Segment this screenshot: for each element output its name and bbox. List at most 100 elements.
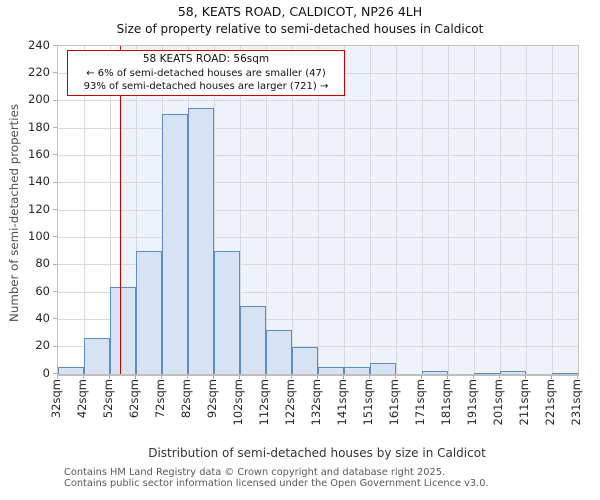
x-tick-label: 181sqm: [439, 379, 453, 426]
x-tick-label: 151sqm: [361, 379, 375, 426]
x-tick-mark: [161, 375, 162, 379]
x-tick-label: 92sqm: [205, 379, 219, 419]
property-size-marker-line: [119, 46, 122, 374]
histogram-bar: [266, 330, 292, 374]
x-gridline: [213, 46, 215, 374]
y-tick-label: 240: [28, 37, 50, 52]
x-axis-title: Distribution of semi-detached houses by …: [148, 446, 486, 460]
y-tick-mark: [53, 263, 57, 265]
y-tick-label: 160: [28, 146, 50, 161]
y-tick-mark: [53, 318, 57, 320]
histogram-bar: [370, 363, 396, 374]
x-tick-label: 52sqm: [101, 379, 115, 419]
x-tick-label: 171sqm: [413, 379, 427, 426]
histogram-bar: [110, 286, 136, 374]
histogram-bar: [474, 372, 500, 374]
x-gridline: [109, 46, 111, 374]
y-tick-label: 100: [28, 228, 50, 243]
histogram-bar: [214, 251, 240, 374]
histogram-bar: [136, 251, 162, 374]
histogram-bar: [292, 346, 318, 374]
annotation-smaller-stat: ← 6% of semi-detached houses are smaller…: [86, 67, 326, 79]
histogram-bar: [84, 338, 110, 374]
x-gridline: [265, 46, 267, 374]
annotation-box: 58 KEATS ROAD: 56sqm ← 6% of semi-detach…: [67, 50, 345, 96]
y-tick-label: 40: [35, 310, 50, 325]
x-gridline: [395, 46, 397, 374]
x-tick-mark: [551, 375, 552, 379]
x-tick-label: 191sqm: [465, 379, 479, 426]
x-tick-mark: [109, 375, 110, 379]
x-tick-label: 82sqm: [179, 379, 193, 419]
x-tick-label: 132sqm: [309, 379, 323, 426]
histogram-bar: [500, 371, 526, 374]
chart-subtitle: Size of property relative to semi-detach…: [116, 22, 484, 36]
x-tick-label: 72sqm: [153, 379, 167, 419]
footer-land-registry-notice: Contains HM Land Registry data © Crown c…: [64, 467, 446, 478]
x-gridline: [343, 46, 345, 374]
annotation-larger-stat: 93% of semi-detached houses are larger (…: [83, 81, 329, 92]
footer-open-government-licence-notice: Contains public sector information licen…: [64, 478, 489, 489]
histogram-bar: [58, 367, 84, 374]
x-tick-mark: [369, 375, 370, 379]
x-tick-label: 42sqm: [75, 379, 89, 419]
x-tick-mark: [343, 375, 344, 379]
x-tick-label: 112sqm: [257, 379, 271, 426]
histogram-bar: [162, 114, 188, 374]
x-tick-mark: [421, 375, 422, 379]
histogram-bar: [344, 367, 370, 374]
x-tick-mark: [291, 375, 292, 379]
x-tick-mark: [577, 375, 578, 379]
x-tick-label: 211sqm: [517, 379, 531, 426]
x-tick-mark: [265, 375, 266, 379]
plot-area: 58 KEATS ROAD: 56sqm ← 6% of semi-detach…: [57, 45, 579, 376]
x-gridline: [421, 46, 423, 374]
x-tick-mark: [187, 375, 188, 379]
x-tick-mark: [473, 375, 474, 379]
y-tick-mark: [53, 345, 57, 347]
histogram-bar: [422, 371, 448, 374]
x-tick-label: 161sqm: [387, 379, 401, 426]
y-tick-label: 120: [28, 201, 50, 216]
histogram-bar: [318, 367, 344, 374]
y-tick-mark: [53, 373, 57, 374]
x-gridline: [473, 46, 475, 374]
x-gridline: [525, 46, 527, 374]
y-tick-mark: [53, 127, 57, 128]
x-tick-label: 201sqm: [491, 379, 505, 426]
y-tick-label: 20: [35, 338, 50, 353]
y-tick-mark: [53, 72, 57, 74]
y-tick-mark: [53, 236, 57, 238]
x-gridline: [83, 46, 85, 374]
y-tick-mark: [53, 209, 57, 210]
y-tick-label: 60: [35, 283, 50, 298]
x-tick-label: 122sqm: [283, 379, 297, 426]
annotation-property-size: 58 KEATS ROAD: 56sqm: [142, 53, 270, 65]
x-tick-mark: [525, 375, 526, 379]
y-tick-mark: [53, 45, 57, 46]
y-tick-mark: [53, 154, 57, 156]
y-tick-mark: [53, 291, 57, 292]
x-gridline: [551, 46, 553, 374]
y-tick-label: 180: [28, 119, 50, 134]
histogram-bar: [552, 372, 578, 374]
x-gridline: [135, 46, 137, 374]
x-tick-label: 62sqm: [127, 379, 141, 419]
x-tick-mark: [395, 375, 396, 379]
y-tick-mark: [53, 99, 57, 101]
histogram-bar: [188, 107, 214, 374]
chart-title: 58, KEATS ROAD, CALDICOT, NP26 4LH: [177, 4, 423, 19]
x-tick-mark: [317, 375, 318, 379]
x-tick-label: 141sqm: [335, 379, 349, 426]
y-tick-mark: [53, 181, 57, 183]
x-gridline: [239, 46, 241, 374]
x-gridline: [499, 46, 501, 374]
y-tick-label: 0: [42, 365, 50, 380]
x-tick-label: 102sqm: [231, 379, 245, 426]
x-tick-mark: [57, 375, 58, 379]
x-gridline: [369, 46, 371, 374]
y-tick-label: 140: [28, 174, 50, 189]
x-tick-mark: [83, 375, 84, 379]
y-tick-label: 80: [35, 256, 50, 271]
